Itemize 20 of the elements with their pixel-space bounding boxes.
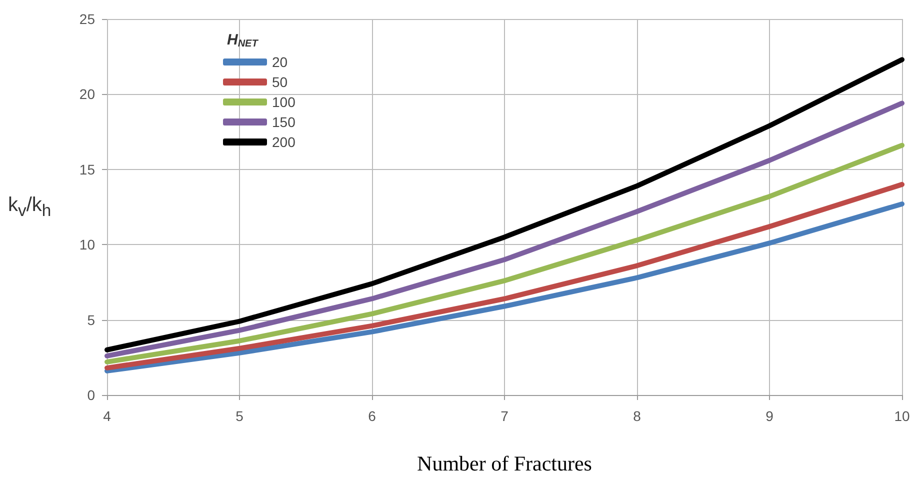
x-tick-label: 5 xyxy=(236,408,244,424)
y-tick-label: 25 xyxy=(79,11,96,27)
legend-label: 20 xyxy=(272,54,288,70)
x-tick-label: 9 xyxy=(766,408,774,424)
y-tick-label: 10 xyxy=(79,236,96,253)
x-tick-label: 8 xyxy=(633,408,642,424)
x-tick-label: 4 xyxy=(103,408,112,424)
x-tick-label: 10 xyxy=(894,408,910,424)
y-axis-title: k$_{v}$/k$_{h}$ xyxy=(8,194,52,221)
y-tick-label: 20 xyxy=(79,86,96,102)
x-tick-label: 7 xyxy=(500,408,509,424)
x-tick-label: 6 xyxy=(368,408,376,424)
legend-label: 100 xyxy=(272,94,296,110)
legend-label: 150 xyxy=(272,114,296,130)
y-tick-label: 15 xyxy=(79,161,96,178)
x-axis-title: Number of Fractures xyxy=(417,452,592,476)
y-tick-label: 0 xyxy=(87,387,96,403)
y-tick-label: 5 xyxy=(87,312,96,328)
legend-label: 50 xyxy=(272,74,288,90)
legend-label: 200 xyxy=(272,134,296,150)
